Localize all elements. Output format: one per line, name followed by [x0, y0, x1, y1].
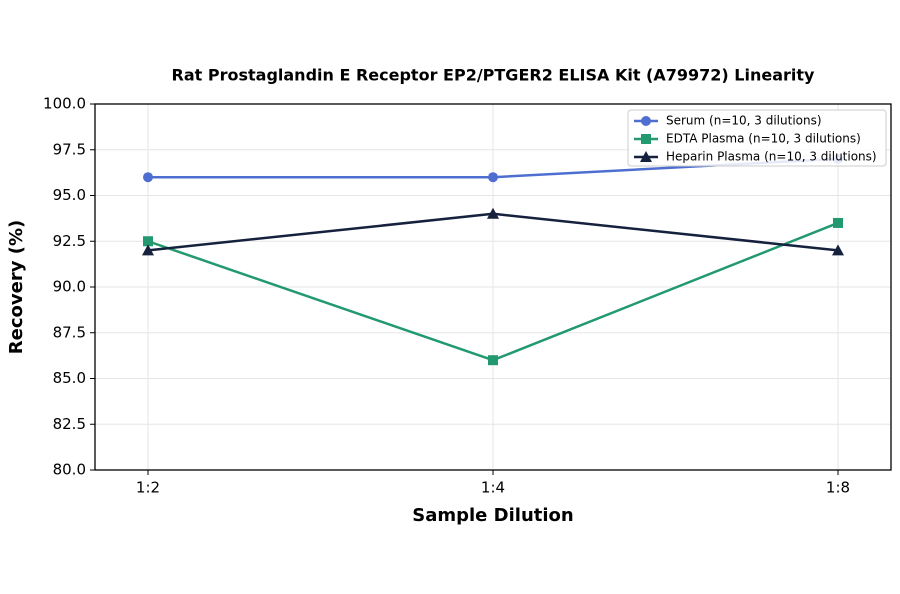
marker	[832, 244, 844, 256]
y-tick-label: 85.0	[53, 369, 86, 387]
marker	[488, 355, 498, 366]
x-tick-label: 1:2	[136, 479, 160, 497]
y-tick-label: 82.5	[53, 415, 86, 433]
x-axis-label: Sample Dilution	[412, 505, 573, 526]
marker	[487, 207, 499, 219]
marker	[488, 172, 498, 183]
x-tick-label: 1:8	[826, 479, 850, 497]
y-tick-label: 95.0	[53, 186, 86, 204]
marker	[143, 172, 153, 183]
legend-label: Serum (n=10, 3 dilutions)	[666, 114, 822, 128]
x-tick-label: 1:4	[481, 479, 505, 497]
legend-marker	[641, 116, 651, 126]
legend-label: Heparin Plasma (n=10, 3 dilutions)	[666, 150, 877, 164]
legend-marker	[640, 151, 652, 162]
legend-label: EDTA Plasma (n=10, 3 dilutions)	[666, 132, 861, 146]
legend-marker	[641, 134, 651, 144]
y-tick-label: 87.5	[53, 323, 86, 341]
y-tick-label: 90.0	[53, 278, 86, 296]
legend: Serum (n=10, 3 dilutions) EDTA Plasma (n=…	[627, 109, 887, 167]
chart-title: Rat Prostaglandin E Receptor EP2/PTGER2 …	[172, 66, 816, 85]
marker	[833, 217, 843, 228]
plot-frame	[94, 103, 892, 471]
y-tick-label: 100.0	[43, 95, 86, 113]
marker	[143, 236, 153, 247]
legend-box	[627, 109, 887, 167]
y-tick-label: 80.0	[53, 461, 86, 479]
y-tick-label: 97.5	[53, 140, 86, 158]
y-axis-label: Recovery (%)	[6, 220, 27, 354]
y-tick-label: 92.5	[53, 232, 86, 250]
marker	[142, 244, 154, 256]
